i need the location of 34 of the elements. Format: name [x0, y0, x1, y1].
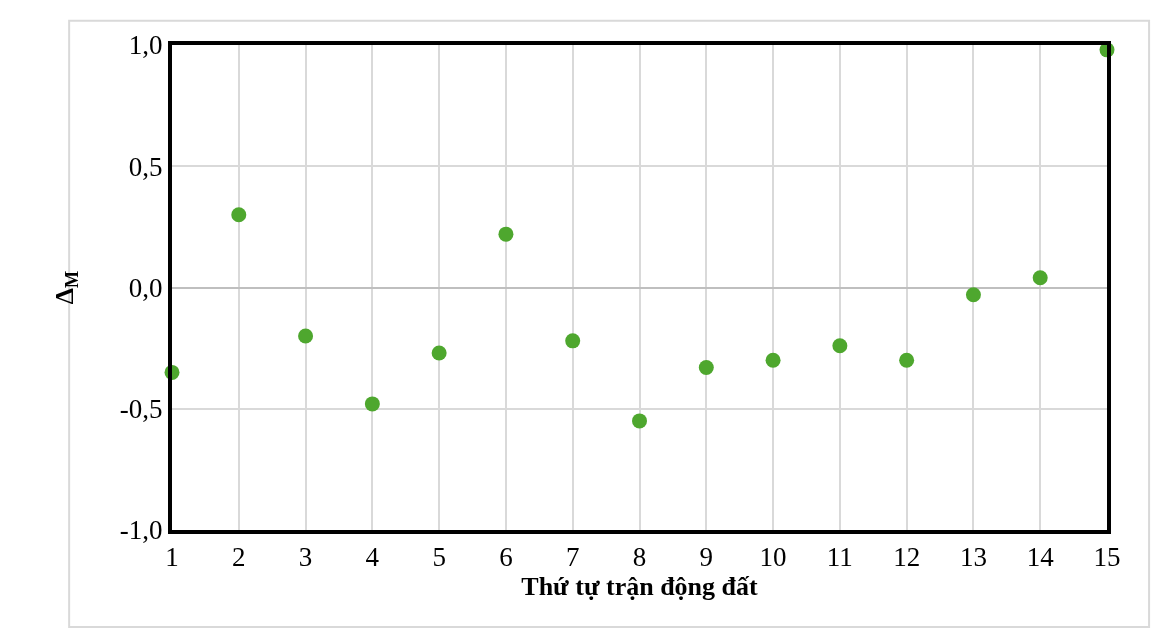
point	[1032, 270, 1048, 286]
point	[899, 352, 915, 368]
y-tick-label: 0,0	[128, 272, 163, 303]
point	[431, 345, 447, 361]
y-tick-label: 0,5	[128, 151, 163, 182]
point	[298, 328, 314, 344]
x-axis-title: Thứ tự trận động đất	[521, 572, 759, 602]
x-tick-label: 12	[893, 542, 921, 573]
x-tick-label: 14	[1026, 542, 1055, 573]
x-tick-label: 4	[365, 542, 380, 573]
y-tick-label: -0,5	[119, 394, 163, 425]
y-tick-label: -1,0	[119, 515, 163, 546]
point	[765, 352, 781, 368]
point	[565, 333, 581, 349]
point	[832, 338, 848, 354]
point	[698, 360, 714, 376]
x-tick-label: 13	[959, 542, 987, 573]
x-tick-label: 15	[1093, 542, 1121, 573]
x-tick-label: 1	[165, 542, 179, 573]
point	[498, 226, 514, 242]
point	[364, 396, 380, 412]
y-tick-label: 1,0	[128, 30, 163, 61]
x-tick-label: 9	[699, 542, 714, 573]
x-tick-label: 10	[759, 542, 787, 573]
x-tick-label: 7	[565, 542, 580, 573]
x-tick-label: 6	[499, 542, 513, 573]
point	[632, 413, 647, 429]
x-tick-label: 5	[432, 542, 446, 573]
x-tick-label: 3	[298, 542, 313, 573]
x-tick-label: 11	[826, 542, 853, 573]
x-tick-label: 2	[232, 542, 246, 573]
point	[231, 207, 247, 223]
point	[965, 287, 981, 303]
x-tick-label: 8	[632, 542, 647, 573]
